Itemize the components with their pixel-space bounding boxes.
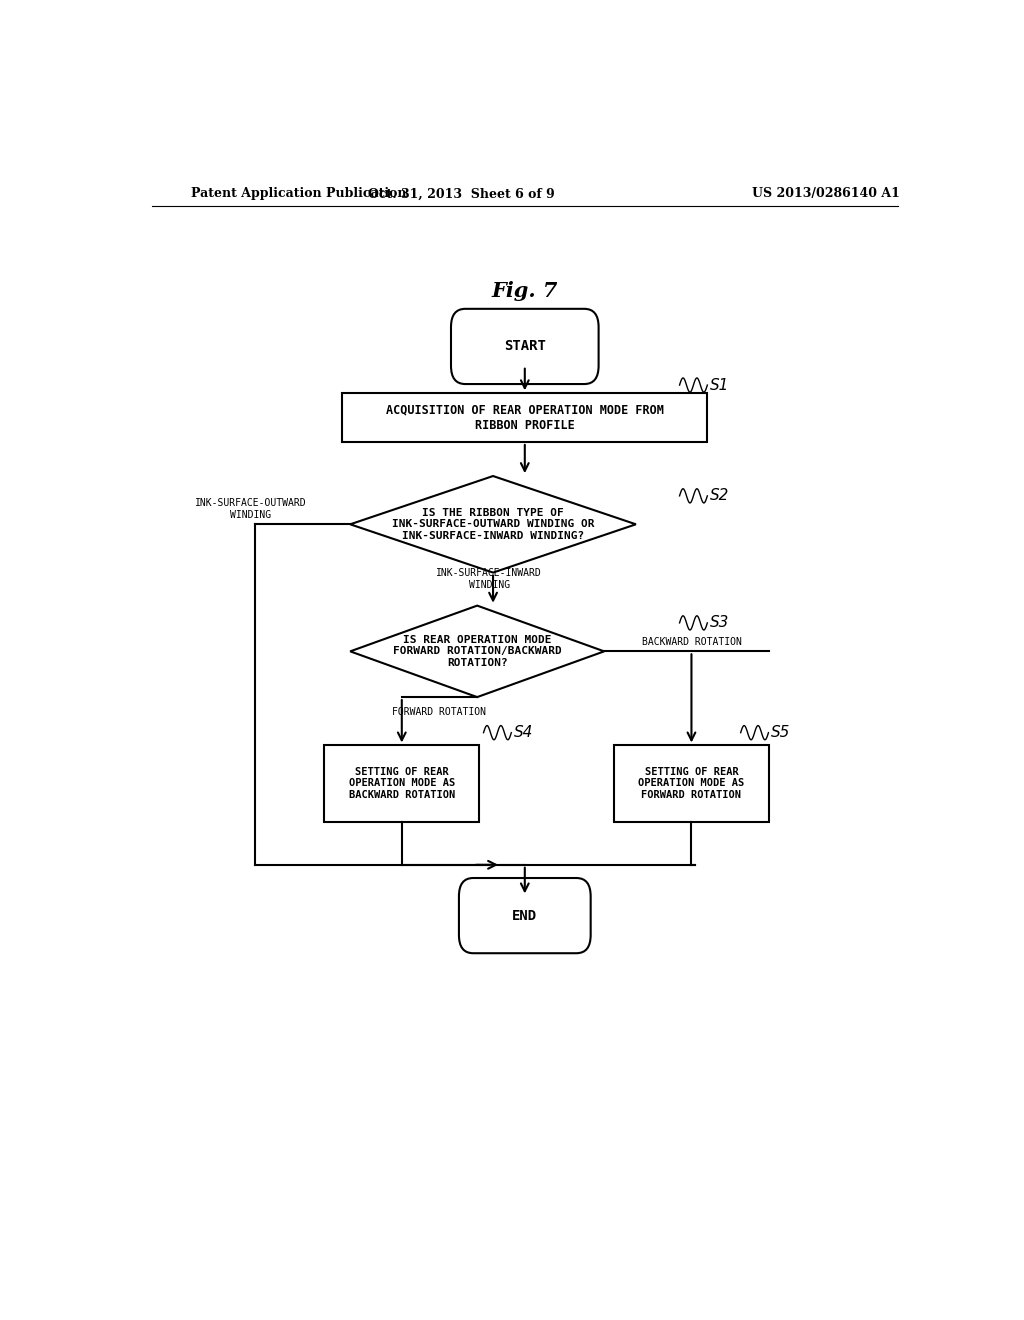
Text: Fig. 7: Fig. 7 (492, 281, 558, 301)
Text: END: END (512, 908, 538, 923)
Text: BACKWARD ROTATION: BACKWARD ROTATION (642, 638, 742, 647)
FancyBboxPatch shape (459, 878, 591, 953)
Text: FORWARD ROTATION: FORWARD ROTATION (392, 708, 486, 717)
Polygon shape (350, 606, 604, 697)
Text: Patent Application Publication: Patent Application Publication (191, 187, 407, 201)
Text: SETTING OF REAR
OPERATION MODE AS
FORWARD ROTATION: SETTING OF REAR OPERATION MODE AS FORWAR… (638, 767, 744, 800)
Bar (342, 393, 708, 442)
Text: S5: S5 (771, 725, 791, 741)
Bar (325, 746, 479, 821)
FancyBboxPatch shape (451, 309, 599, 384)
Text: IS THE RIBBON TYPE OF
INK-SURFACE-OUTWARD WINDING OR
INK-SURFACE-INWARD WINDING?: IS THE RIBBON TYPE OF INK-SURFACE-OUTWAR… (392, 508, 594, 541)
Text: S1: S1 (710, 378, 729, 392)
Polygon shape (350, 477, 636, 573)
Text: INK-SURFACE-INWARD
WINDING: INK-SURFACE-INWARD WINDING (436, 569, 542, 590)
Text: INK-SURFACE-OUTWARD
WINDING: INK-SURFACE-OUTWARD WINDING (196, 498, 307, 520)
Text: IS REAR OPERATION MODE
FORWARD ROTATION/BACKWARD
ROTATION?: IS REAR OPERATION MODE FORWARD ROTATION/… (393, 635, 561, 668)
Text: ACQUISITION OF REAR OPERATION MODE FROM
RIBBON PROFILE: ACQUISITION OF REAR OPERATION MODE FROM … (386, 404, 664, 432)
Text: SETTING OF REAR
OPERATION MODE AS
BACKWARD ROTATION: SETTING OF REAR OPERATION MODE AS BACKWA… (348, 767, 455, 800)
Text: S3: S3 (710, 615, 729, 631)
Text: S4: S4 (514, 725, 534, 741)
Text: START: START (504, 339, 546, 354)
Text: Oct. 31, 2013  Sheet 6 of 9: Oct. 31, 2013 Sheet 6 of 9 (368, 187, 555, 201)
Text: S2: S2 (710, 488, 729, 503)
Text: US 2013/0286140 A1: US 2013/0286140 A1 (753, 187, 900, 201)
Bar (614, 746, 769, 821)
